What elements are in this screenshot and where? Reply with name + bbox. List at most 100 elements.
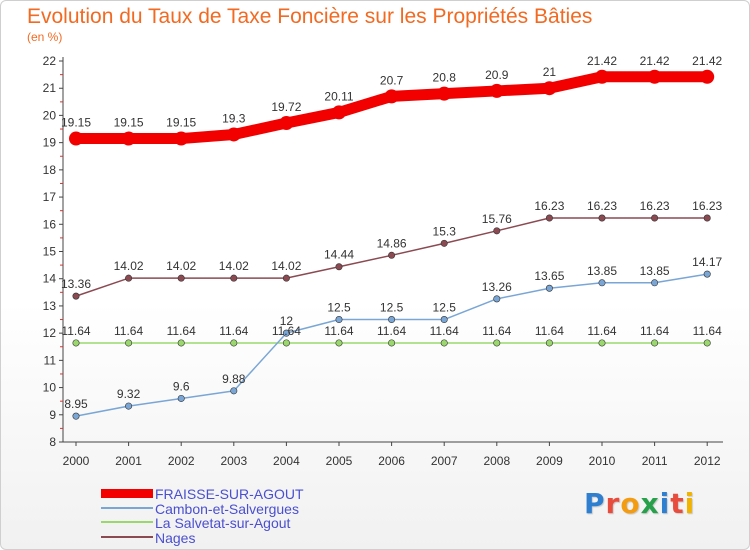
data-label: 14.02 (271, 259, 301, 273)
data-label: 12.5 (327, 301, 351, 315)
data-label: 12 (280, 314, 294, 328)
data-label: 13.36 (61, 277, 91, 291)
data-point (493, 339, 501, 347)
logo-letter: i (659, 487, 671, 520)
x-tick-label: 2010 (589, 454, 616, 468)
data-point (72, 339, 80, 347)
chart-title: Evolution du Taux de Taxe Foncière sur l… (27, 5, 593, 28)
data-label: 11.64 (324, 324, 353, 338)
legend-swatch (101, 535, 153, 538)
y-tick-label: 12 (43, 326, 57, 340)
data-label: 14.02 (219, 259, 249, 273)
data-label: 14.86 (377, 236, 407, 250)
data-point (545, 339, 553, 347)
data-label: 14.17 (692, 255, 722, 269)
data-point (384, 89, 399, 104)
x-tick-label: 2009 (536, 454, 563, 468)
y-tick-label: 15 (43, 245, 57, 259)
data-point (651, 339, 659, 347)
data-label: 11.64 (640, 324, 669, 338)
data-label: 16.23 (534, 199, 564, 213)
legend-label: Cambon-et-Salvergues (155, 500, 299, 517)
data-point (279, 116, 294, 131)
data-point (72, 412, 80, 420)
legend-label: La Salvetat-sur-Agout (155, 515, 291, 531)
logo-letter: t (670, 487, 685, 520)
data-point (226, 127, 241, 142)
data-label: 14.44 (324, 248, 354, 262)
proxiti-logo: Proxiti (584, 487, 695, 520)
data-label: 11.64 (167, 324, 196, 338)
data-label: 11.64 (61, 324, 90, 338)
data-label: 12.5 (433, 301, 457, 315)
data-point (388, 316, 396, 324)
data-point (174, 131, 189, 146)
data-point (230, 339, 238, 347)
x-tick-label: 2000 (63, 454, 90, 468)
x-tick-label: 2007 (431, 454, 458, 468)
data-label: 19.15 (61, 116, 91, 130)
data-point (647, 69, 662, 84)
y-tick-label: 11 (44, 353, 57, 367)
data-point (703, 339, 711, 347)
data-point (125, 339, 133, 347)
data-label: 20.8 (433, 71, 457, 85)
x-tick-label: 2004 (273, 454, 300, 468)
data-point (177, 274, 185, 282)
data-label: 14.02 (114, 259, 144, 273)
y-tick-label: 17 (43, 190, 57, 204)
x-tick-label: 2011 (642, 454, 668, 468)
logo-letter: P (584, 487, 606, 520)
x-tick-label: 2006 (378, 454, 405, 468)
data-point (703, 270, 711, 278)
legend-label: FRAISSE-SUR-AGOUT (155, 486, 304, 502)
data-point (493, 295, 501, 303)
data-point (440, 316, 448, 324)
data-label: 11.64 (114, 324, 143, 338)
data-label: 20.11 (324, 89, 353, 103)
logo-letter: i (684, 487, 696, 520)
data-label: 9.88 (222, 372, 246, 386)
data-label: 19.15 (166, 116, 196, 130)
data-label: 21.42 (692, 54, 722, 68)
x-tick-label: 2002 (168, 454, 195, 468)
data-point (230, 387, 238, 395)
data-point (282, 274, 290, 282)
data-point (332, 105, 346, 120)
x-tick-label: 2001 (115, 454, 142, 468)
data-label: 9.32 (117, 387, 141, 401)
legend-label: Nages (155, 529, 196, 546)
data-label: 21 (543, 65, 557, 79)
data-label: 11.64 (272, 324, 301, 338)
data-point (598, 339, 606, 347)
data-label: 20.7 (380, 73, 404, 87)
data-label: 19.72 (271, 100, 301, 114)
data-point (230, 274, 238, 282)
data-point (282, 329, 290, 337)
data-label: 14.02 (166, 259, 196, 273)
data-label: 16.23 (692, 199, 722, 213)
data-point (69, 131, 83, 146)
data-label: 16.23 (640, 199, 670, 213)
data-point (493, 227, 501, 235)
y-tick-label: 10 (43, 381, 57, 395)
data-point (125, 402, 133, 410)
data-point (598, 214, 606, 222)
data-point (545, 284, 553, 292)
data-point (440, 239, 448, 247)
y-tick-label: 13 (43, 299, 57, 313)
data-point (700, 69, 715, 84)
y-tick-label: 22 (43, 54, 57, 68)
data-label: 15.76 (482, 212, 512, 226)
data-label: 11.64 (482, 324, 511, 338)
y-tick-label: 19 (43, 136, 57, 150)
data-point (125, 274, 133, 282)
data-point (489, 83, 504, 98)
y-tick-label: 9 (49, 408, 56, 422)
data-point (703, 214, 711, 222)
data-point (282, 339, 290, 347)
chart-subtitle: (en %) (27, 30, 63, 44)
data-point (651, 279, 659, 287)
data-label: 15.3 (433, 224, 457, 238)
